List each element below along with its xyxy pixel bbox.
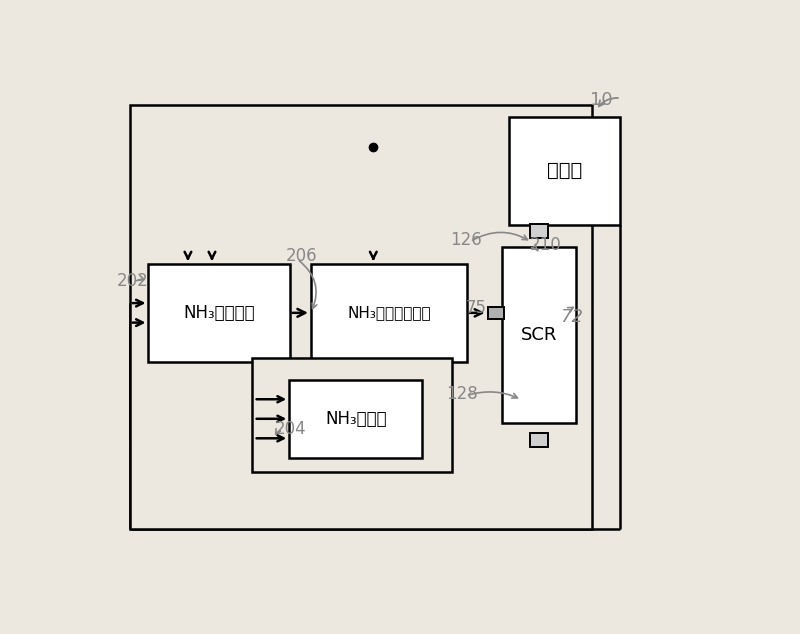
FancyBboxPatch shape: [510, 117, 619, 225]
Text: 10: 10: [590, 91, 613, 108]
Text: NH₃喷射控制系统: NH₃喷射控制系统: [347, 306, 430, 320]
FancyBboxPatch shape: [502, 247, 576, 423]
Text: SCR: SCR: [521, 326, 557, 344]
Text: 126: 126: [450, 231, 482, 249]
Text: NH₃存储模型: NH₃存储模型: [183, 304, 255, 322]
FancyBboxPatch shape: [289, 380, 422, 458]
Text: 210: 210: [530, 236, 562, 254]
Text: 72: 72: [560, 307, 583, 326]
FancyBboxPatch shape: [530, 224, 548, 238]
FancyBboxPatch shape: [487, 307, 504, 319]
Text: NH₃探测器: NH₃探测器: [325, 410, 386, 428]
Text: 75: 75: [466, 299, 486, 317]
Text: 204: 204: [275, 420, 306, 437]
FancyBboxPatch shape: [252, 358, 452, 472]
FancyBboxPatch shape: [310, 264, 467, 361]
FancyBboxPatch shape: [530, 433, 548, 446]
Text: 202: 202: [117, 272, 149, 290]
Text: 206: 206: [286, 247, 318, 265]
FancyBboxPatch shape: [130, 105, 592, 529]
Text: 128: 128: [446, 385, 478, 403]
Text: 发动机: 发动机: [546, 161, 582, 180]
FancyBboxPatch shape: [148, 264, 290, 361]
